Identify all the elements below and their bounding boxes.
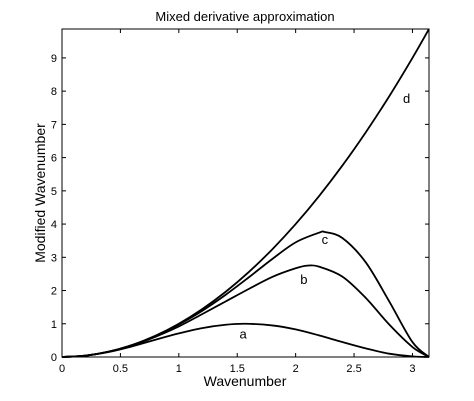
y-tick-label: 1	[51, 319, 57, 331]
series-line-d	[61, 28, 430, 358]
y-tick-label: 3	[51, 252, 57, 264]
x-tick-label: 2.5	[346, 363, 361, 375]
y-tick-label: 2	[51, 286, 57, 298]
y-tick-label: 4	[51, 219, 57, 231]
y-axis-title: Modified Wavenumber	[32, 123, 48, 263]
chart-title: Mixed derivative approximation	[155, 9, 334, 24]
y-tick-label: 6	[51, 153, 57, 165]
series-label-a: a	[239, 327, 247, 342]
plot-frame	[61, 28, 430, 358]
y-axis: 0 1 2 3 4 5 6 7 8 9	[51, 53, 429, 364]
y-tick-label: 5	[51, 186, 57, 198]
x-tick-label: 1	[176, 363, 182, 375]
x-axis: 0 0.5 1 1.5 2 2.5 3	[59, 29, 416, 375]
x-tick-label: 1.5	[230, 363, 245, 375]
series-label-b: b	[300, 272, 307, 287]
y-tick-label: 8	[51, 86, 57, 98]
series-labels: a b c d	[239, 91, 410, 342]
plot-area	[61, 28, 430, 358]
y-tick-label: 0	[51, 352, 57, 364]
x-tick-label: 3	[409, 363, 415, 375]
series-label-d: d	[403, 91, 410, 106]
y-tick-label: 7	[51, 119, 57, 131]
x-tick-label: 0	[59, 363, 65, 375]
series-label-c: c	[322, 232, 329, 247]
y-tick-label: 9	[51, 53, 57, 65]
x-axis-title: Wavenumber	[204, 373, 287, 389]
x-tick-label: 2	[293, 363, 299, 375]
x-tick-label: 0.5	[113, 363, 128, 375]
